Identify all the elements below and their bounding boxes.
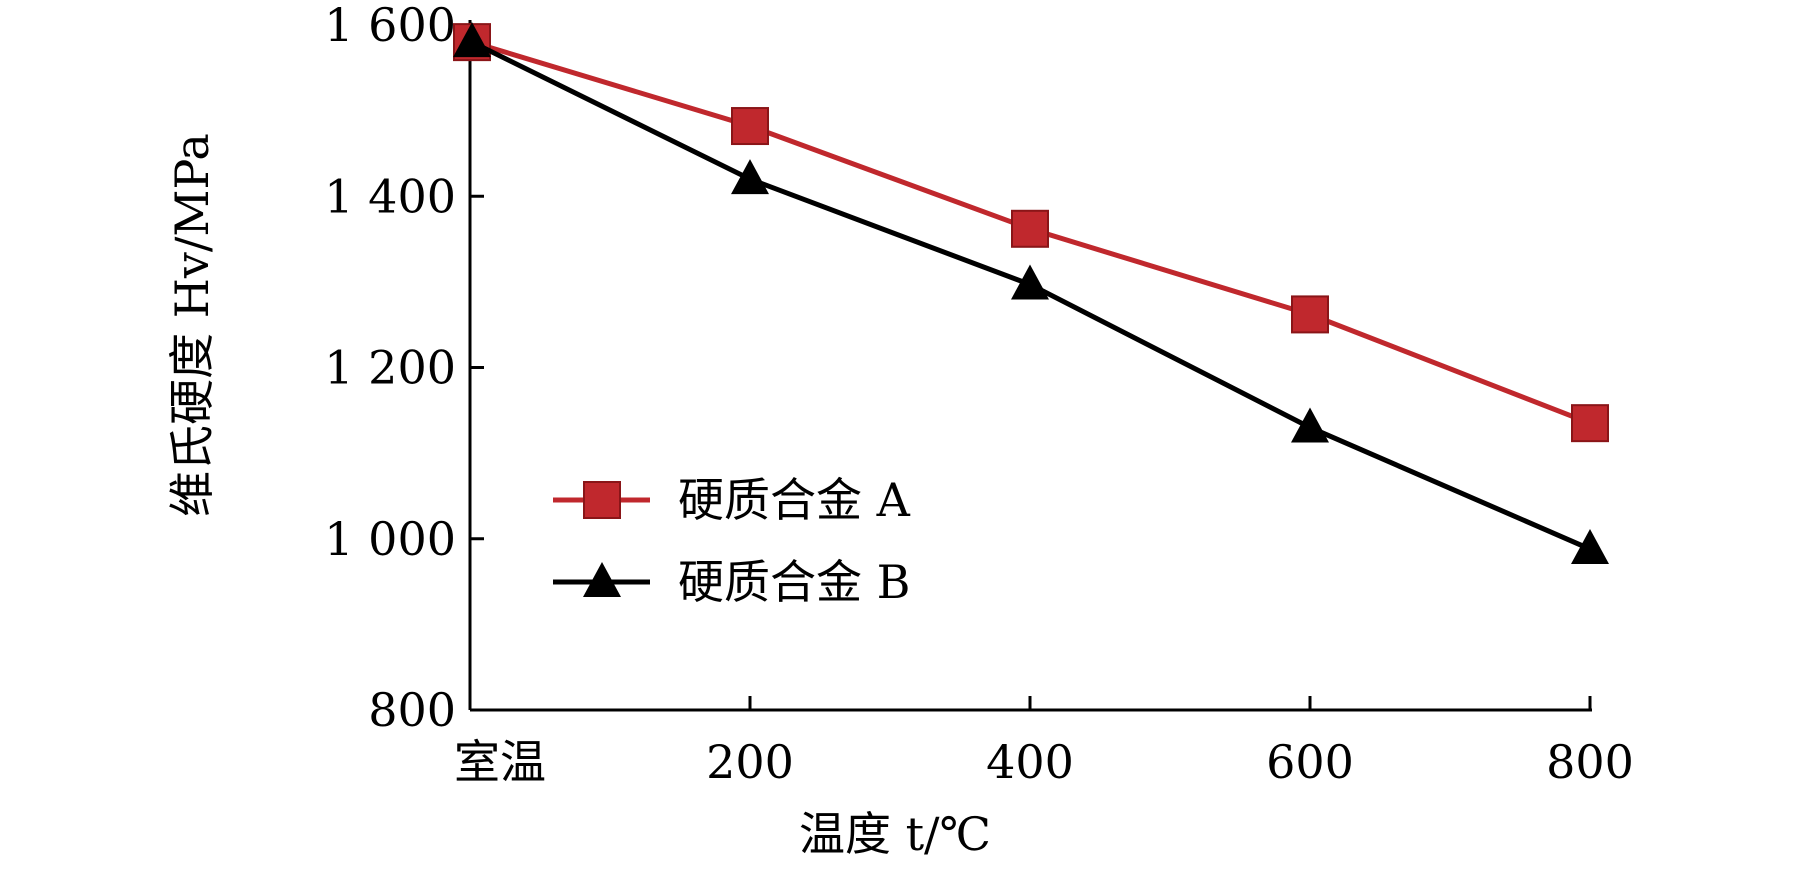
data-point xyxy=(1291,295,1329,334)
y-tick-label: 1 600 xyxy=(324,0,456,52)
x-axis-title: 温度 t/℃ xyxy=(799,807,991,861)
data-point xyxy=(731,159,769,195)
series-a xyxy=(453,23,1609,443)
data-point xyxy=(453,22,491,58)
series-b xyxy=(453,22,1609,565)
data-point xyxy=(1291,407,1329,443)
legend-item: 硬质合金 B xyxy=(553,555,910,609)
x-tick-label: 800 xyxy=(1546,735,1634,789)
x-tick-label: 200 xyxy=(706,735,794,789)
y-tick-label: 1 400 xyxy=(324,169,456,223)
y-tick-label: 1 000 xyxy=(324,512,456,566)
data-point xyxy=(731,107,769,146)
x-tick-label: 400 xyxy=(986,735,1074,789)
chart-axes: 800 1 000 1 200 1 400 1 600 室温 200 400 600 800 xyxy=(324,0,1634,789)
data-point xyxy=(1011,209,1049,248)
legend-marker xyxy=(583,562,621,597)
legend-label: 硬质合金 B xyxy=(678,555,910,609)
data-point xyxy=(1011,264,1049,300)
data-point xyxy=(1571,404,1609,443)
x-tick-label: 600 xyxy=(1266,735,1354,789)
y-axis-title: 维氏硬度 Hv/MPa xyxy=(165,133,219,517)
legend-item: 硬质合金 A xyxy=(553,473,911,527)
legend-label: 硬质合金 A xyxy=(678,473,911,527)
x-tick-label: 室温 xyxy=(454,735,546,789)
legend: 硬质合金 A 硬质合金 B xyxy=(553,473,911,609)
data-point xyxy=(1571,529,1609,565)
legend-marker xyxy=(583,481,621,519)
y-tick-label: 800 xyxy=(368,683,456,737)
y-tick-label: 1 200 xyxy=(324,341,456,395)
series-layer xyxy=(453,22,1609,565)
